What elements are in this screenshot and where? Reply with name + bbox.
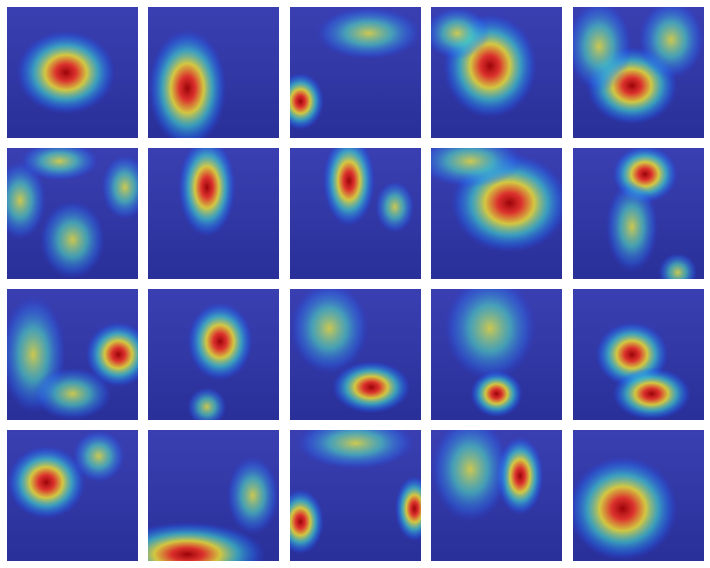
heatmap-tile — [573, 289, 704, 420]
heat-spot — [316, 7, 421, 60]
heatmap-tile — [7, 148, 138, 279]
heat-spot — [431, 148, 523, 188]
heatmap-tile — [431, 430, 562, 561]
heat-spot — [375, 180, 415, 234]
heatmap-tile — [148, 430, 279, 561]
heat-spot — [39, 200, 106, 279]
heat-spot — [573, 7, 632, 93]
heatmap-tile — [7, 289, 138, 420]
heat-spot — [33, 367, 112, 420]
heatmap-tile — [290, 7, 421, 138]
heat-spot — [290, 289, 369, 375]
heat-spot — [7, 445, 86, 520]
heatmap-tile — [148, 148, 279, 279]
heat-spot — [470, 370, 523, 418]
heatmap-tile — [573, 430, 704, 561]
heat-spot — [431, 7, 490, 60]
heat-spot — [394, 475, 421, 542]
heat-spot — [226, 456, 279, 535]
heat-spot — [296, 430, 415, 470]
heat-spot — [85, 321, 138, 388]
heat-spot — [187, 302, 253, 381]
heatmap-tile — [431, 148, 562, 279]
heat-spot — [72, 430, 125, 483]
heatmap-tile — [148, 7, 279, 138]
heat-spot — [322, 148, 376, 227]
heatmap-tile — [573, 7, 704, 138]
heat-spot — [101, 154, 138, 221]
heat-spot — [290, 72, 325, 131]
heat-spot — [16, 30, 116, 115]
heat-spot — [148, 29, 227, 138]
heat-spot — [290, 488, 325, 555]
heatmap-tile — [148, 289, 279, 420]
heat-spot — [658, 252, 698, 279]
heat-spot — [20, 148, 99, 181]
heatmap-tile — [290, 148, 421, 279]
heatmap-tile — [7, 430, 138, 561]
heat-spot — [187, 387, 227, 420]
heat-spot — [638, 7, 704, 80]
heatmap-tile — [431, 7, 562, 138]
heat-spot — [331, 361, 411, 414]
heatmap-tile — [290, 430, 421, 561]
heat-spot — [148, 521, 266, 561]
heat-spot — [573, 456, 678, 561]
heat-spot — [605, 180, 659, 273]
heat-spot — [612, 367, 691, 420]
heatmap-tile — [7, 7, 138, 138]
heatmap-tile — [431, 289, 562, 420]
heat-spot — [178, 148, 236, 238]
heatmap-tile — [290, 289, 421, 420]
heatmap-tile — [573, 148, 704, 279]
heat-spot — [431, 430, 510, 522]
heat-spot — [7, 161, 47, 240]
heat-spot — [444, 289, 536, 381]
